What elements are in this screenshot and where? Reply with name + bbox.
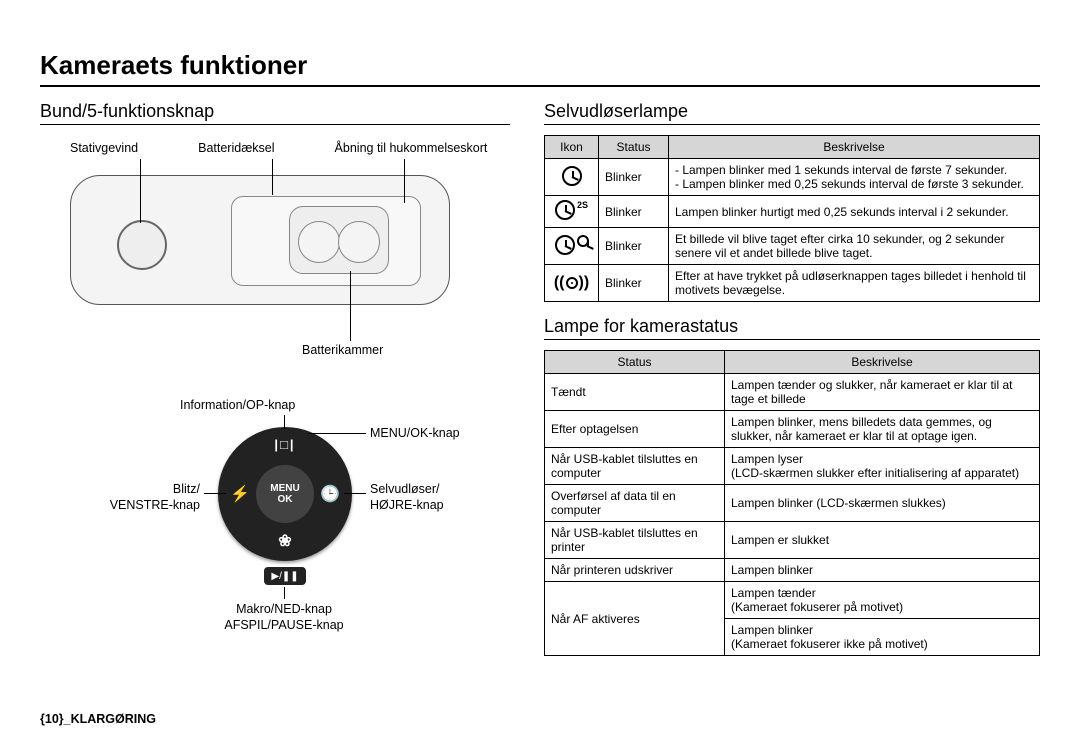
label-battery-chamber: Batterikammer — [302, 343, 383, 357]
section-heading-timer: Selvudløserlampe — [544, 101, 1040, 125]
label-down: Makro/NED-knap AFSPIL/PAUSE-knap — [184, 601, 384, 634]
page-footer: {10}_KLARGØRING — [40, 712, 156, 726]
th-desc: Beskrivelse — [669, 136, 1040, 159]
th2-status: Status — [545, 351, 725, 374]
bottom-view-diagram: Stativgevind Batteridæksel Åbning til hu… — [40, 141, 510, 371]
desc-cell: Efter at have trykket på udløserknappen … — [669, 265, 1040, 302]
icon-cell: (()) — [545, 265, 599, 302]
table-row: TændtLampen tænder og slukker, når kamer… — [545, 374, 1040, 411]
section-heading-left: Bund/5-funktionsknap — [40, 101, 510, 125]
status-cell: Tændt — [545, 374, 725, 411]
label-info-up: Information/OP-knap — [180, 397, 295, 413]
desc-cell: Lampen tænder(Kameraet fokuserer på moti… — [725, 582, 1040, 619]
desc-cell: Lampen lyser(LCD-skærmen slukker efter i… — [725, 448, 1040, 485]
status-cell: Når printeren udskriver — [545, 559, 725, 582]
icon-cell: 2S — [545, 196, 599, 228]
label-left: Blitz/ VENSTRE-knap — [100, 481, 200, 514]
status-cell: Blinker — [599, 265, 669, 302]
label-tripod: Stativgevind — [70, 141, 138, 155]
fiveway-diagram: |□| ⚡ 🕒 ❀ MENU OK ▶/❚❚ Information/OP-kn… — [40, 377, 510, 667]
double-timer-icon — [555, 235, 589, 255]
table-row: Når USB-kablet tilsluttes en printerLamp… — [545, 522, 1040, 559]
status-cell: Blinker — [599, 159, 669, 196]
page-title: Kameraets funktioner — [40, 50, 1040, 87]
status-cell: Blinker — [599, 196, 669, 228]
icon-cell — [545, 159, 599, 196]
label-battery-cover: Batteridæksel — [198, 141, 274, 155]
camera-bottom-illustration — [70, 175, 450, 305]
status-cell: Efter optagelsen — [545, 411, 725, 448]
table-row: Efter optagelsenLampen blinker, mens bil… — [545, 411, 1040, 448]
desc-cell: Lampen blinker, mens billedets data gemm… — [725, 411, 1040, 448]
status-cell: Når USB-kablet tilsluttes en computer — [545, 448, 725, 485]
flash-icon: ⚡ — [230, 484, 250, 504]
label-menu: MENU/OK-knap — [370, 425, 460, 441]
info-icon: |□| — [274, 437, 295, 452]
macro-icon: ❀ — [278, 531, 291, 551]
status-cell: Overførsel af data til en computer — [545, 485, 725, 522]
desc-cell: Lampen blinker hurtigt med 0,25 sekunds … — [669, 196, 1040, 228]
desc-cell: Lampen tænder og slukker, når kameraet e… — [725, 374, 1040, 411]
table-row: Når AF aktiveresLampen tænder(Kameraet f… — [545, 582, 1040, 619]
icon-cell — [545, 228, 599, 265]
status-lamp-table: Status Beskrivelse TændtLampen tænder og… — [544, 350, 1040, 656]
table-row: BlinkerEt billede vil blive taget efter … — [545, 228, 1040, 265]
table-row: 2S BlinkerLampen blinker hurtigt med 0,25… — [545, 196, 1040, 228]
columns: Bund/5-funktionsknap Stativgevind Batter… — [40, 101, 1040, 670]
desc-cell: Lampen blinker — [725, 559, 1040, 582]
desc-cell: Lampen blinker(Kameraet fokuserer ikke p… — [725, 619, 1040, 656]
table-row: Overførsel af data til en computerLampen… — [545, 485, 1040, 522]
status-cell: Blinker — [599, 228, 669, 265]
self-timer-icon — [562, 166, 582, 186]
timer-icon: 🕒 — [320, 484, 340, 504]
table-row: Når printeren udskriverLampen blinker — [545, 559, 1040, 582]
label-right: Selvudløser/ HØJRE-knap — [370, 481, 444, 514]
desc-cell: Lampen blinker (LCD-skærmen slukkes) — [725, 485, 1040, 522]
timer-lamp-table: Ikon Status Beskrivelse Blinker- Lampen … — [544, 135, 1040, 302]
fiveway-pad-illustration: |□| ⚡ 🕒 ❀ MENU OK — [218, 427, 352, 561]
right-column: Selvudløserlampe Ikon Status Beskrivelse… — [544, 101, 1040, 670]
self-timer-icon: 2S — [555, 200, 588, 220]
table-row: (()) BlinkerEfter at have trykket på udlø… — [545, 265, 1040, 302]
play-pause-icon: ▶/❚❚ — [264, 567, 306, 585]
menu-ok-center: MENU OK — [256, 465, 314, 523]
desc-cell: Lampen er slukket — [725, 522, 1040, 559]
th2-desc: Beskrivelse — [725, 351, 1040, 374]
th-status: Status — [599, 136, 669, 159]
status-cell: Når AF aktiveres — [545, 582, 725, 656]
table-row: Blinker- Lampen blinker med 1 sekunds in… — [545, 159, 1040, 196]
label-memory-slot: Åbning til hukommelseskort — [335, 141, 488, 155]
left-column: Bund/5-funktionsknap Stativgevind Batter… — [40, 101, 510, 670]
desc-cell: - Lampen blinker med 1 sekunds interval … — [669, 159, 1040, 196]
status-cell: Når USB-kablet tilsluttes en printer — [545, 522, 725, 559]
th-icon: Ikon — [545, 136, 599, 159]
section-heading-status: Lampe for kamerastatus — [544, 316, 1040, 340]
motion-icon: (()) — [554, 274, 589, 292]
table-row: Når USB-kablet tilsluttes en computerLam… — [545, 448, 1040, 485]
desc-cell: Et billede vil blive taget efter cirka 1… — [669, 228, 1040, 265]
